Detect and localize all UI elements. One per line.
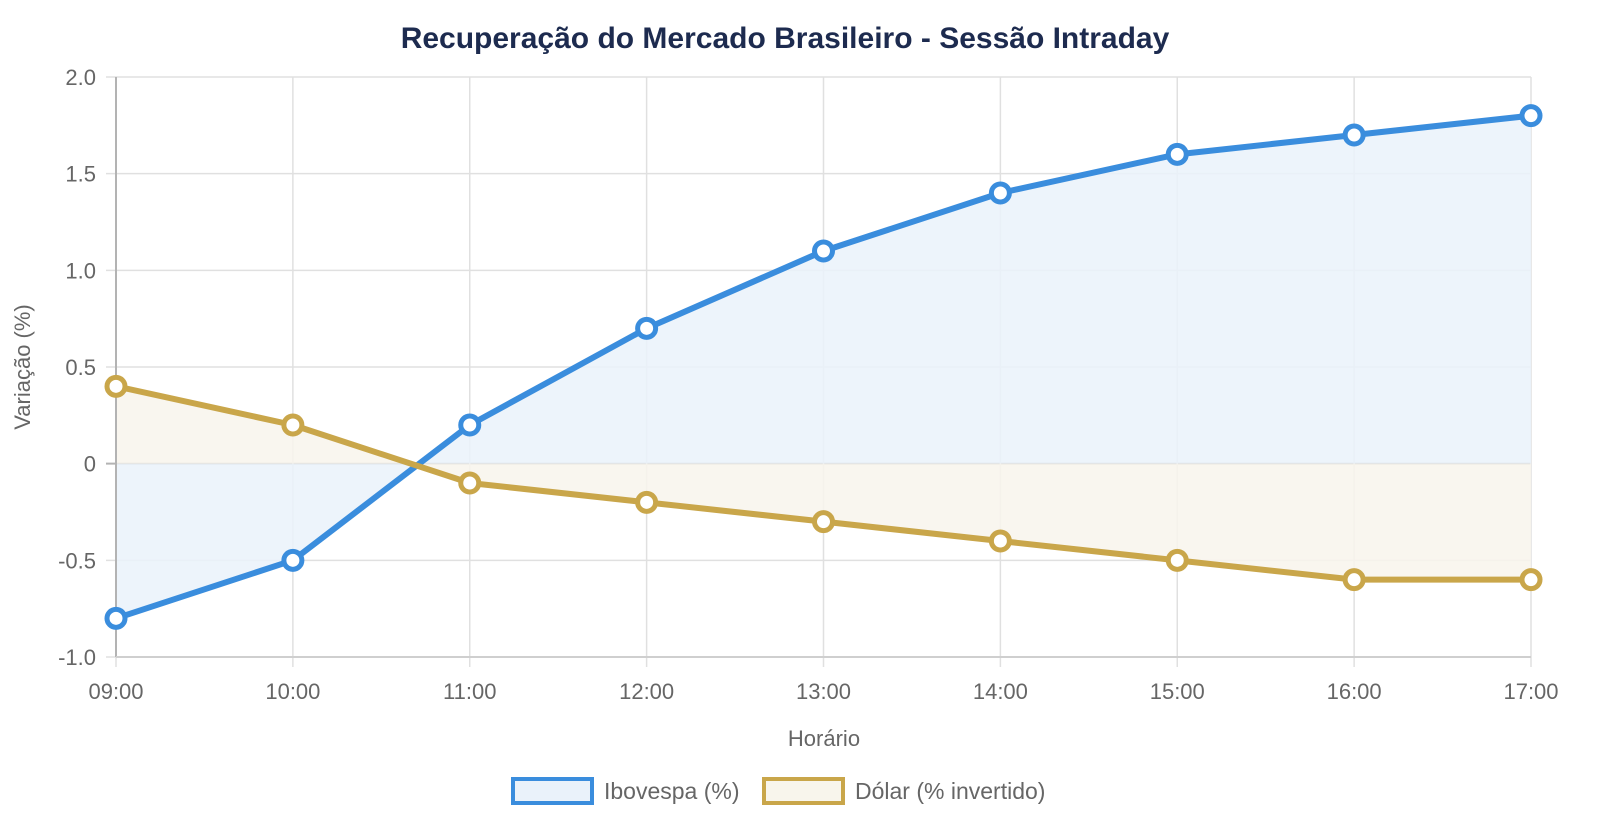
data-point-marker <box>281 413 305 437</box>
area-fills <box>116 115 1531 619</box>
data-point-marker <box>458 471 482 495</box>
x-tick-label: 13:00 <box>796 679 851 704</box>
data-point-marker <box>1342 568 1366 592</box>
data-point-marker <box>988 181 1012 205</box>
data-point-marker <box>104 374 128 398</box>
x-axis-title: Horário <box>788 726 860 751</box>
x-tick-label: 14:00 <box>973 679 1028 704</box>
y-axis-title: Variação (%) <box>10 304 35 430</box>
chart-title: Recuperação do Mercado Brasileiro - Sess… <box>401 22 1170 55</box>
y-tick-label: 2.0 <box>65 65 96 90</box>
data-point-marker <box>458 413 482 437</box>
x-axis-ticks: 09:00 10:00 11:00 12:00 13:00 14:00 15:00 16:00… <box>88 679 1558 704</box>
y-tick-label: 1.5 <box>65 162 96 187</box>
data-point-marker <box>1165 548 1189 572</box>
y-tick-label: 1.0 <box>65 258 96 283</box>
axes <box>115 77 1531 658</box>
data-point-marker <box>1519 568 1543 592</box>
data-point-marker <box>635 490 659 514</box>
data-point-marker <box>281 548 305 572</box>
x-tick-label: 17:00 <box>1503 679 1558 704</box>
legend-swatch-dolar <box>762 777 845 805</box>
data-point-marker <box>988 529 1012 553</box>
x-tick-label: 12:00 <box>619 679 674 704</box>
x-tick-label: 11:00 <box>443 679 496 704</box>
legend-item-dolar[interactable]: Dólar (% invertido) <box>762 777 1045 805</box>
y-tick-label: 0.5 <box>65 355 96 380</box>
x-tick-label: 16:00 <box>1327 679 1382 704</box>
x-tick-label: 09:00 <box>88 679 143 704</box>
x-tick-label: 15:00 <box>1150 679 1205 704</box>
data-point-marker <box>104 606 128 630</box>
data-point-marker <box>812 510 835 534</box>
data-point-marker <box>1342 123 1366 147</box>
data-point-marker <box>1519 104 1543 128</box>
x-tick-label: 10:00 <box>265 679 320 704</box>
y-axis-ticks: 2.0 1.5 1.0 0.5 0 -0.5 -1.0 <box>58 65 96 670</box>
data-points <box>104 104 1543 630</box>
legend: Ibovespa (%) Dólar (% invertido) <box>511 777 1045 805</box>
legend-item-ibovespa[interactable]: Ibovespa (%) <box>511 777 740 805</box>
data-point-marker <box>1165 142 1189 166</box>
data-point-marker <box>812 239 835 263</box>
area-fill-0 <box>116 115 1531 619</box>
legend-label-ibovespa: Ibovespa (%) <box>604 778 740 804</box>
data-point-marker <box>635 316 659 340</box>
legend-swatch-ibovespa <box>511 777 594 805</box>
legend-label-dolar: Dólar (% invertido) <box>855 778 1045 804</box>
y-tick-label: 0 <box>84 452 96 477</box>
y-tick-label: -0.5 <box>58 548 96 573</box>
y-tick-label: -1.0 <box>58 645 96 670</box>
area-fill-1 <box>116 386 1531 580</box>
